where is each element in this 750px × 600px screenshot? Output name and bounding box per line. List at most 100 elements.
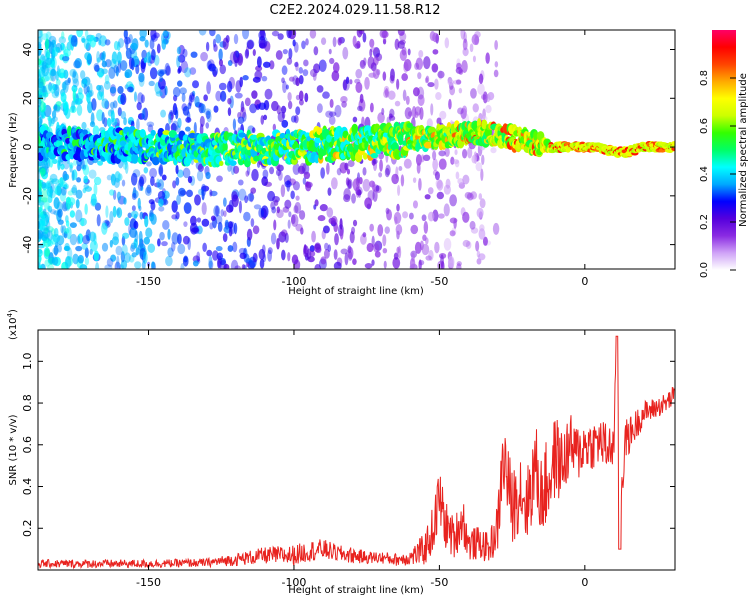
spectrogram-noise-blob (405, 95, 410, 105)
spectrogram-noise-blob (476, 207, 484, 218)
spectrogram-noise-blob (158, 206, 165, 212)
spectrogram-noise-blob (478, 253, 486, 261)
spectrogram-noise-blob (213, 105, 219, 113)
spectrogram-noise-blob (53, 103, 58, 111)
spectrogram-noise-blob (284, 199, 292, 209)
spectrogram-noise-blob (294, 201, 302, 214)
spectrogram-noise-blob (78, 87, 83, 95)
spectrogram-noise-blob (177, 54, 186, 63)
spectrogram-noise-blob (38, 206, 43, 213)
spectrogram-noise-blob (379, 30, 388, 39)
spectrogram-noise-blob (111, 236, 120, 246)
spectrogram-signal-blob (314, 154, 320, 164)
spectrogram-noise-blob (142, 107, 149, 121)
spectrogram-noise-blob (327, 244, 332, 253)
spectrogram-noise-blob (137, 197, 141, 210)
spectrogram-noise-blob (334, 233, 339, 246)
spectrogram-signal-blob (168, 130, 177, 138)
spectrogram-noise-blob (176, 46, 182, 55)
spectrogram-noise-blob (328, 111, 337, 117)
spectrogram-noise-blob (362, 32, 367, 43)
spectrogram-noise-blob (372, 47, 381, 58)
spectrogram-noise-blob (385, 207, 390, 215)
spectrogram-noise-blob (252, 252, 258, 263)
spectrogram-noise-blob (208, 260, 214, 269)
spectrogram-noise-blob (217, 221, 223, 232)
spectrogram-noise-blob (435, 92, 442, 100)
spectrogram-noise-blob (210, 215, 216, 221)
spectrogram-noise-blob (349, 79, 353, 85)
spectrogram-noise-blob (342, 79, 348, 91)
spectrogram-noise-blob (101, 222, 108, 235)
spectrogram-noise-blob (97, 90, 103, 101)
spectrogram-signal-blob (162, 130, 171, 136)
spectrogram-noise-blob (364, 76, 370, 90)
spectrogram-noise-blob (414, 241, 422, 254)
spectrogram-noise-blob (344, 162, 349, 171)
spectrogram-noise-blob (209, 30, 216, 37)
spectrogram-noise-blob (444, 147, 450, 158)
spectrogram-noise-blob (72, 71, 79, 84)
spectrogram-noise-blob (57, 244, 62, 253)
spectrogram-noise-blob (52, 158, 58, 164)
spectrogram-noise-blob (158, 164, 164, 177)
spectrogram-noise-blob (157, 166, 163, 175)
spectrogram-noise-blob (333, 261, 342, 269)
spectrogram-noise-blob (262, 169, 269, 180)
spectrogram-noise-blob (301, 40, 306, 50)
spectrogram-noise-blob (298, 90, 304, 102)
spectrogram-noise-blob (138, 230, 143, 244)
spectrogram-noise-blob (328, 48, 332, 55)
spectrogram-noise-blob (328, 115, 336, 125)
snr-plot-frame (37, 329, 676, 571)
spectrogram-noise-blob (64, 255, 72, 269)
spectrogram-noise-blob (396, 203, 400, 212)
spectrogram-noise-blob (155, 91, 163, 97)
spectrogram-signal-blob (279, 132, 287, 139)
snr-x-tick-label: -100 (281, 576, 306, 589)
spectrogram-noise-blob (299, 210, 306, 220)
spectrogram-noise-blob (417, 94, 425, 107)
spectrogram-noise-blob (123, 30, 128, 39)
spectrogram-noise-blob (49, 209, 57, 215)
spectrogram-y-ticks: -40 -20 0 20 40 (21, 43, 675, 254)
spectrogram-noise-blob (371, 158, 376, 166)
spectrogram-noise-blob (297, 165, 306, 175)
spectrogram-noise-blob (218, 48, 223, 61)
spectrogram-noise-blob (444, 37, 450, 49)
spectrogram-noise-blob (57, 219, 64, 225)
spectrogram-noise-blob (176, 169, 184, 178)
spectrogram-noise-blob (206, 81, 211, 95)
spectrogram-noise-blob (137, 178, 144, 191)
spectrogram-noise-blob (424, 77, 429, 84)
spectrogram-noise-blob (189, 67, 197, 75)
spectrogram-noise-blob (114, 171, 121, 183)
spectrogram-noise-blob (345, 76, 350, 85)
spectrogram-signal-blob (82, 129, 88, 135)
spectrogram-y-axis-label: Frequency (Hz) (8, 112, 19, 188)
spectrogram-noise-blob (458, 87, 463, 94)
spectrogram-noise-blob (456, 263, 462, 269)
spectrogram-noise-blob (217, 258, 221, 269)
spectrogram-noise-blob (82, 235, 91, 245)
spectrogram-noise-blob (261, 75, 268, 82)
spectrogram-noise-blob (440, 254, 444, 268)
spectrogram-noise-blob (63, 48, 72, 57)
spectrogram-noise-blob (341, 100, 347, 108)
spectrogram-y-tick-label: -40 (21, 236, 34, 254)
spectrogram-noise-blob (389, 75, 395, 84)
spectrogram-noise-blob (183, 221, 188, 227)
spectrogram-noise-blob (300, 227, 304, 235)
spectrogram-noise-blob (38, 179, 42, 192)
snr-x-axis-label: Height of straight line (km) (288, 585, 424, 596)
spectrogram-noise-blob (83, 175, 89, 184)
spectrogram-noise-blob (198, 30, 207, 36)
spectrogram-noise-blob (457, 107, 464, 115)
spectrogram-noise-blob (201, 218, 210, 227)
spectrogram-noise-blob (77, 254, 84, 264)
spectrogram-noise-blob (470, 88, 477, 99)
spectrogram-noise-blob (53, 105, 61, 113)
spectrogram-noise-blob (471, 34, 480, 46)
spectrogram-panel: -150 -100 -50 0 -40 -20 0 20 40 Height of strai… (8, 29, 676, 297)
spectrogram-noise-blob (175, 176, 180, 186)
